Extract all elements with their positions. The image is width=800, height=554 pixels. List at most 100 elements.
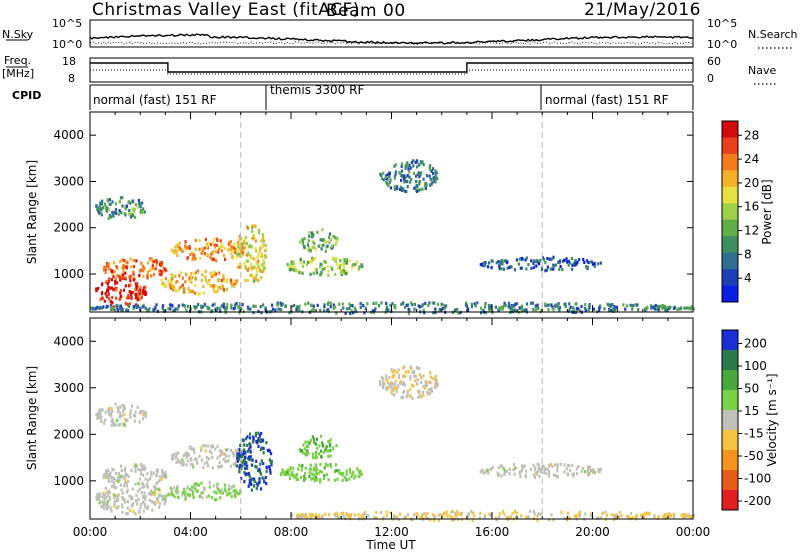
echo-cell bbox=[307, 260, 310, 264]
colorbar-tick-label: 4 bbox=[744, 271, 752, 285]
echo-cell bbox=[105, 503, 108, 507]
echo-cell bbox=[244, 451, 247, 455]
echo-cell bbox=[306, 440, 309, 444]
echo-cell bbox=[393, 185, 396, 189]
echo-cell bbox=[319, 262, 322, 266]
echo-cell bbox=[121, 409, 124, 413]
echo-cell bbox=[254, 434, 258, 438]
echo-cell bbox=[157, 497, 160, 501]
echo-cell bbox=[574, 302, 577, 306]
echo-cell bbox=[457, 311, 460, 315]
echo-cell bbox=[246, 305, 249, 309]
echo-cell bbox=[230, 303, 233, 307]
echo-cell bbox=[156, 500, 159, 504]
echo-cell bbox=[190, 272, 193, 276]
echo-cell bbox=[379, 510, 382, 514]
echo-cell bbox=[289, 268, 292, 272]
echo-cell bbox=[320, 263, 323, 267]
echo-cell bbox=[425, 183, 428, 187]
echo-cell bbox=[324, 512, 327, 516]
echo-cell bbox=[133, 207, 136, 211]
echo-cell bbox=[193, 291, 196, 295]
echo-cell bbox=[254, 247, 257, 251]
echo-cell bbox=[249, 256, 252, 260]
colorbar-cell bbox=[722, 470, 738, 491]
echo-cell bbox=[218, 489, 221, 494]
echo-cell bbox=[413, 302, 416, 306]
echo-cell bbox=[318, 480, 322, 484]
echo-cell bbox=[123, 404, 126, 408]
echo-cell bbox=[128, 302, 131, 306]
echo-cell bbox=[103, 500, 106, 504]
echo-cell bbox=[399, 512, 402, 516]
echo-cell bbox=[319, 462, 322, 467]
echo-cell bbox=[392, 369, 395, 373]
echo-cell bbox=[479, 306, 483, 310]
echo-cell bbox=[258, 467, 261, 471]
echo-cell bbox=[593, 264, 596, 268]
echo-cell bbox=[225, 490, 228, 494]
echo-cell bbox=[315, 268, 318, 272]
freq-label: Freq. bbox=[4, 54, 31, 67]
echo-cell bbox=[520, 309, 523, 313]
echo-cell bbox=[429, 177, 432, 181]
echo-cell bbox=[195, 305, 198, 309]
echo-cell bbox=[119, 414, 122, 418]
echo-cell bbox=[297, 269, 300, 273]
echo-cell bbox=[523, 308, 526, 312]
echo-cell bbox=[98, 416, 101, 420]
echo-cell bbox=[249, 450, 252, 454]
echo-cell bbox=[328, 232, 332, 236]
echo-cell bbox=[417, 171, 420, 175]
echo-cell bbox=[175, 452, 178, 456]
echo-cell bbox=[104, 418, 107, 422]
echo-cell bbox=[398, 381, 402, 385]
echo-cell bbox=[210, 496, 213, 500]
echo-cell bbox=[169, 286, 172, 290]
echo-cell bbox=[537, 306, 540, 310]
echo-cell bbox=[262, 446, 265, 450]
echo-cell bbox=[114, 471, 118, 476]
echo-cell bbox=[530, 266, 533, 270]
echo-cell bbox=[146, 472, 149, 476]
echo-cell bbox=[420, 376, 423, 380]
echo-cell bbox=[400, 164, 403, 168]
echo-cell bbox=[663, 305, 666, 309]
echo-cell bbox=[103, 421, 106, 425]
echo-cell bbox=[434, 307, 437, 311]
echo-cell bbox=[308, 467, 311, 471]
echo-cell bbox=[518, 470, 521, 474]
echo-cell bbox=[113, 496, 116, 500]
echo-cell bbox=[149, 268, 152, 272]
echo-cell bbox=[125, 204, 128, 208]
echo-cell bbox=[255, 440, 258, 444]
echo-cell bbox=[184, 244, 187, 248]
echo-cell bbox=[249, 442, 252, 446]
echo-cell bbox=[114, 277, 117, 281]
echo-cell bbox=[265, 441, 268, 445]
echo-cell bbox=[399, 185, 403, 189]
echo-cell bbox=[181, 276, 184, 280]
echo-cell bbox=[251, 458, 254, 462]
echo-cell bbox=[136, 405, 139, 409]
echo-cell bbox=[471, 518, 474, 523]
echo-cell bbox=[96, 305, 99, 309]
echo-cell bbox=[210, 272, 213, 276]
echo-cell bbox=[513, 308, 516, 312]
echo-cell bbox=[288, 473, 291, 477]
echo-cell bbox=[161, 263, 164, 267]
echo-cell bbox=[238, 234, 242, 238]
echo-cell bbox=[335, 256, 338, 261]
echo-cell bbox=[229, 252, 232, 256]
echo-cell bbox=[539, 512, 542, 516]
echo-cell bbox=[434, 385, 437, 389]
echo-cell bbox=[140, 292, 143, 296]
echo-cell bbox=[333, 469, 336, 474]
echo-cell bbox=[350, 265, 354, 270]
echo-cell bbox=[99, 298, 102, 302]
echo-cell bbox=[315, 442, 318, 446]
echo-cell bbox=[551, 267, 554, 271]
echo-cell bbox=[164, 269, 167, 273]
echo-cell bbox=[324, 447, 327, 451]
